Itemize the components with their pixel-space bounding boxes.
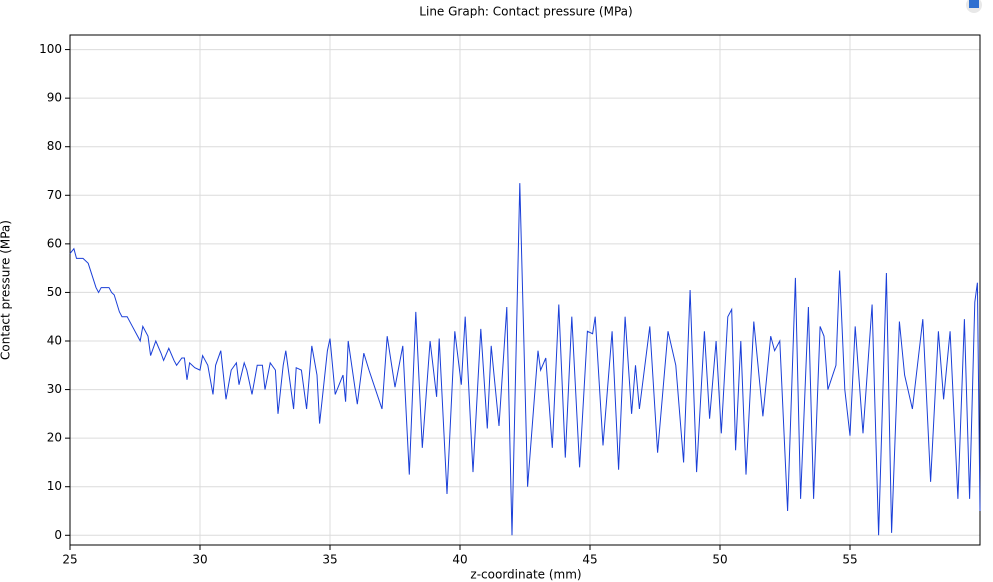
y-tick-label: 70 bbox=[47, 188, 62, 202]
x-tick-label: 25 bbox=[62, 553, 77, 567]
y-tick-label: 10 bbox=[47, 479, 62, 493]
y-tick-label: 60 bbox=[47, 236, 62, 250]
x-tick-label: 50 bbox=[712, 553, 727, 567]
x-tick-label: 30 bbox=[192, 553, 207, 567]
chart-title: Line Graph: Contact pressure (MPa) bbox=[419, 5, 632, 19]
y-tick-label: 20 bbox=[47, 431, 62, 445]
x-tick-label: 55 bbox=[842, 553, 857, 567]
y-tick-label: 0 bbox=[54, 528, 62, 542]
y-tick-label: 90 bbox=[47, 91, 62, 105]
y-axis-label: Contact pressure (MPa) bbox=[0, 220, 13, 360]
plot-frame bbox=[69, 34, 981, 546]
data-line bbox=[69, 183, 981, 536]
x-axis-label: z-coordinate (mm) bbox=[470, 568, 581, 582]
x-tick-label: 35 bbox=[322, 553, 337, 567]
toolbar-icon[interactable] bbox=[966, 0, 982, 13]
y-tick-label: 40 bbox=[47, 334, 62, 348]
y-tick-label: 30 bbox=[47, 382, 62, 396]
y-tick-label: 50 bbox=[47, 285, 62, 299]
x-tick-label: 40 bbox=[452, 553, 467, 567]
y-tick-label: 100 bbox=[39, 42, 62, 56]
x-tick-label: 45 bbox=[582, 553, 597, 567]
y-tick-label: 80 bbox=[47, 139, 62, 153]
icon bbox=[969, 0, 979, 8]
